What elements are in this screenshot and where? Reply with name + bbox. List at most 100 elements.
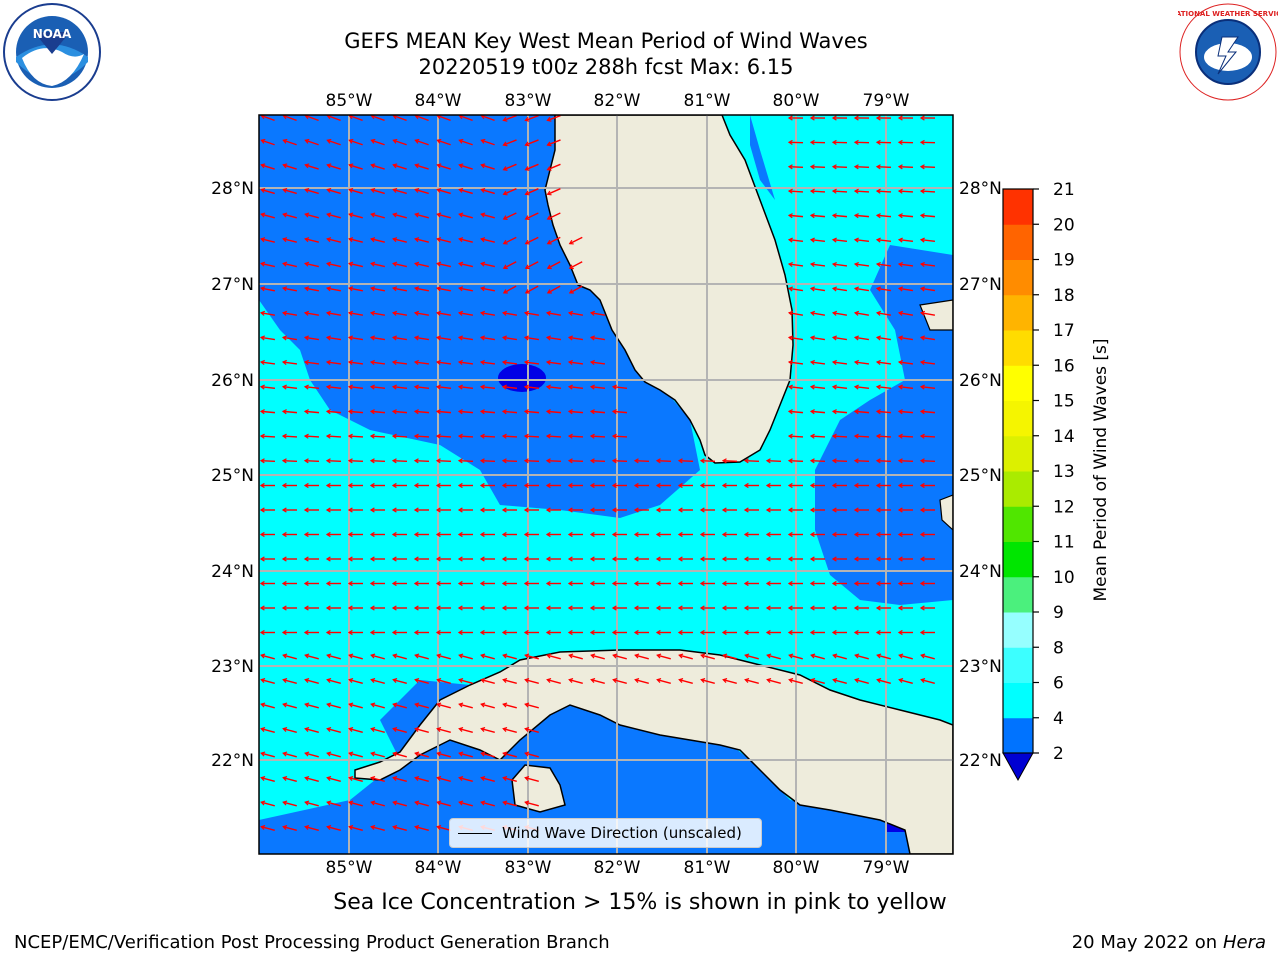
wind-wave-arrowhead: [809, 310, 816, 316]
lon-tick-bottom: 83°W: [505, 858, 552, 878]
wind-wave-direction-arrows: [259, 115, 936, 831]
wind-wave-arrow: [282, 386, 298, 389]
wind-wave-arrowhead: [920, 678, 926, 683]
wind-wave-arrowhead: [414, 261, 420, 267]
wind-wave-arrow: [415, 188, 429, 195]
wind-wave-arrowhead: [875, 507, 881, 513]
wind-wave-arrow: [348, 336, 364, 341]
wind-wave-arrowhead: [523, 335, 530, 341]
wind-wave-arrowhead: [325, 409, 331, 415]
wind-wave-arrowhead: [853, 556, 859, 562]
wind-wave-arrow: [261, 728, 275, 733]
wind-wave-arrowhead: [721, 556, 727, 562]
wind-wave-arrow: [789, 679, 803, 684]
wind-wave-arrowhead: [633, 507, 639, 513]
wind-wave-arrow: [525, 236, 539, 245]
lon-tick-top: 82°W: [594, 91, 641, 111]
wind-wave-arrow: [305, 164, 319, 170]
wind-wave-arrow: [503, 212, 517, 220]
wind-wave-arrow: [260, 312, 276, 316]
wind-wave-arrow: [481, 703, 495, 709]
wind-wave-arrowhead: [831, 507, 837, 513]
wind-wave-arrowhead: [875, 164, 881, 170]
wind-wave-arrowhead: [875, 409, 881, 415]
wind-wave-arrowhead: [810, 653, 816, 659]
lat-tick-right: 22°N: [959, 751, 1002, 771]
wind-wave-arrowhead: [919, 409, 925, 415]
wind-wave-arrow: [393, 213, 407, 219]
colorbar-tick-label: 6: [1053, 674, 1064, 694]
wind-wave-arrow: [437, 139, 451, 146]
wind-wave-arrow: [525, 777, 539, 782]
wind-wave-arrow: [305, 752, 319, 758]
wind-wave-arrowhead: [436, 212, 442, 218]
wind-wave-arrowhead: [281, 556, 287, 562]
wind-wave-arrow: [613, 654, 627, 660]
wind-wave-arrow: [261, 115, 275, 122]
wind-wave-arrowhead: [545, 310, 552, 316]
wind-wave-arrow: [304, 386, 320, 389]
wind-wave-arrow: [436, 361, 452, 365]
wind-wave-arrowhead: [348, 138, 354, 144]
wind-wave-arrow: [767, 679, 781, 684]
wind-wave-arrowhead: [545, 384, 551, 390]
wind-wave-arrow: [502, 435, 518, 438]
wind-wave-arrow: [525, 801, 539, 807]
wind-wave-arrow: [458, 312, 474, 316]
wind-wave-arrowhead: [304, 678, 310, 683]
wind-wave-arrowhead: [370, 825, 376, 830]
wind-wave-arrow: [525, 728, 539, 733]
wind-wave-arrow: [810, 312, 826, 316]
wind-wave-arrow: [283, 188, 297, 195]
wind-wave-arrow: [393, 777, 407, 782]
wind-wave-arrow: [811, 679, 825, 684]
wind-wave-arrow: [260, 386, 276, 389]
wind-wave-arrow: [349, 262, 363, 268]
wind-wave-arrow: [832, 459, 848, 463]
wind-wave-arrow: [635, 654, 649, 660]
wind-wave-arrowhead: [898, 678, 904, 683]
wind-wave-arrowhead: [347, 556, 353, 562]
wind-wave-arrowhead: [523, 433, 529, 439]
wind-wave-arrowhead: [303, 286, 310, 292]
wind-wave-arrowhead: [325, 335, 332, 341]
wind-wave-arrowhead: [304, 800, 310, 806]
wind-wave-arrowhead: [831, 482, 837, 489]
wind-wave-arrowhead: [633, 629, 639, 636]
wind-wave-arrowhead: [370, 751, 376, 757]
wind-wave-arrowhead: [546, 264, 552, 270]
footer-host: Hera: [1222, 932, 1266, 953]
wind-wave-arrowhead: [853, 164, 859, 170]
wind-wave-arrowhead: [326, 138, 332, 144]
wind-wave-arrowhead: [259, 507, 265, 513]
wind-wave-arrow: [349, 679, 363, 684]
wind-wave-arrowhead: [413, 310, 420, 316]
wind-wave-arrowhead: [567, 531, 573, 538]
colorbar-segment: [1003, 506, 1033, 542]
wind-wave-arrowhead: [501, 580, 507, 587]
wind-wave-arrowhead: [391, 335, 398, 341]
wind-wave-arrowhead: [413, 335, 420, 341]
wind-wave-arrowhead: [611, 458, 617, 464]
wind-wave-arrow: [371, 139, 385, 146]
wind-wave-arrow: [327, 654, 341, 660]
wind-wave-arrowhead: [325, 433, 331, 439]
wind-wave-arrowhead: [325, 507, 331, 513]
wind-wave-arrowhead: [589, 384, 595, 390]
wind-wave-arrowhead: [435, 310, 442, 316]
footer-branch: NCEP/EMC/Verification Post Processing Pr…: [14, 932, 610, 953]
wind-wave-arrowhead: [281, 605, 287, 611]
wind-wave-arrow: [371, 115, 385, 122]
lat-tick-left: 26°N: [211, 371, 254, 391]
wind-wave-arrowhead: [260, 800, 266, 806]
wind-wave-arrowhead: [414, 678, 420, 683]
wind-wave-arrowhead: [414, 776, 420, 781]
wind-wave-arrowhead: [458, 653, 464, 659]
wind-wave-arrowhead: [831, 310, 838, 316]
wind-wave-arrowhead: [370, 138, 376, 144]
wind-wave-arrow: [326, 287, 342, 292]
wind-wave-arrowhead: [897, 482, 903, 489]
wind-wave-arrow: [436, 459, 452, 463]
wind-wave-arrow: [810, 410, 826, 414]
wind-wave-arrowhead: [875, 139, 881, 145]
